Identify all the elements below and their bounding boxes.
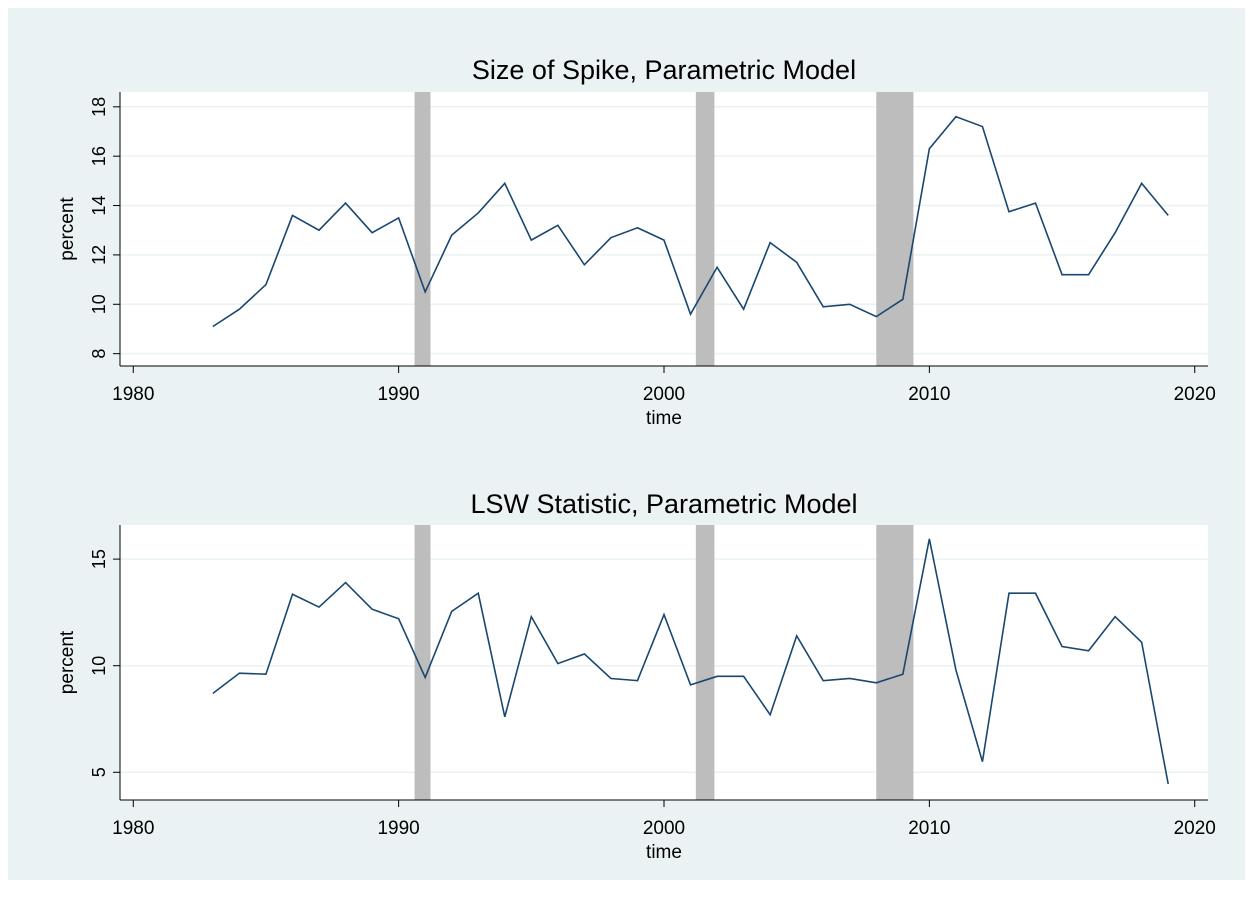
x-axis-label: time (646, 408, 682, 429)
shaded-region (876, 92, 914, 366)
shaded-region (876, 525, 914, 800)
chart-title: LSW Statistic, Parametric Model (470, 489, 857, 519)
x-tick-label: 2020 (1174, 384, 1216, 405)
x-tick-label: 1990 (377, 384, 419, 405)
y-axis-label: percent (57, 197, 78, 261)
shaded-region (695, 525, 715, 800)
x-tick-label: 2000 (643, 818, 685, 839)
shaded-region (414, 525, 431, 800)
x-tick-label: 2010 (908, 384, 950, 405)
shaded-region (414, 92, 431, 366)
x-tick-label: 2010 (908, 818, 950, 839)
x-tick-label: 2020 (1174, 818, 1216, 839)
y-tick-label: 18 (89, 97, 109, 117)
y-tick-label: 14 (89, 196, 109, 216)
x-axis-label: time (646, 842, 682, 863)
y-tick-label: 12 (89, 245, 109, 265)
y-tick-label: 16 (89, 146, 109, 166)
x-tick-label: 1980 (112, 384, 154, 405)
plot-area (120, 92, 1208, 366)
y-axis-label: percent (57, 630, 78, 694)
shaded-region (695, 92, 715, 366)
x-tick-label: 1990 (377, 818, 419, 839)
y-tick-label: 10 (89, 656, 109, 676)
y-tick-label: 5 (89, 767, 109, 777)
y-tick-label: 8 (89, 349, 109, 359)
y-tick-label: 15 (89, 549, 109, 569)
line (212, 115, 1169, 328)
plot-area (120, 525, 1208, 800)
x-tick-label: 1980 (112, 818, 154, 839)
x-tick-label: 2000 (643, 384, 685, 405)
line (212, 538, 1169, 785)
y-tick-label: 10 (89, 294, 109, 314)
chart-title: Size of Spike, Parametric Model (472, 55, 856, 85)
